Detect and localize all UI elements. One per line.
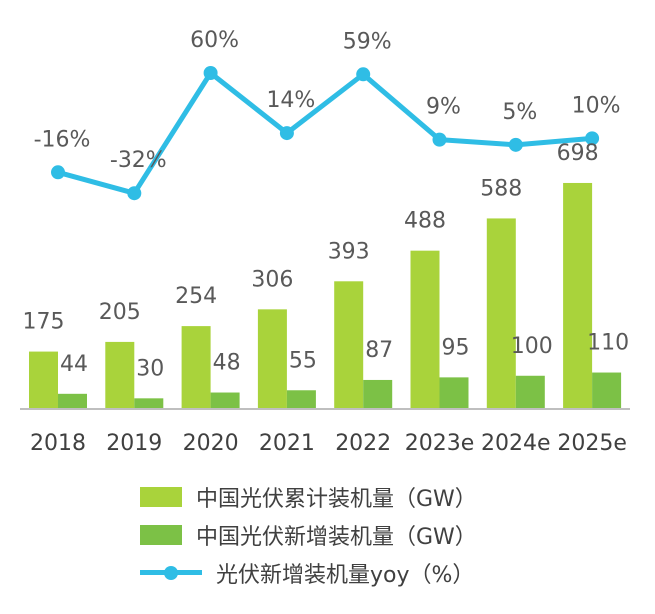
legend: 中国光伏累计装机量（GW） 中国光伏新增装机量（GW） 光伏新增装机量yoy（%… xyxy=(140,478,477,592)
yoy-point-2023e xyxy=(432,132,447,147)
bar-new-2020 xyxy=(210,392,240,408)
yoy-line xyxy=(57,70,593,196)
x-tick-2020: 2020 xyxy=(183,431,239,456)
label-yoy-2019: -32% xyxy=(110,148,167,173)
x-tick-2022: 2022 xyxy=(335,431,391,456)
bar-cumulative-2023e xyxy=(410,250,440,408)
bar-new-2024e xyxy=(515,375,545,408)
legend-key-yoy xyxy=(140,563,202,583)
bars-layer xyxy=(29,182,622,408)
legend-item-cumulative: 中国光伏累计装机量（GW） xyxy=(140,478,477,516)
x-tick-2023e: 2023e xyxy=(405,431,475,456)
legend-item-new: 中国光伏新增装机量（GW） xyxy=(140,516,477,554)
yoy-point-2020 xyxy=(203,66,218,80)
label-new-2020: 48 xyxy=(213,351,241,376)
legend-key-cumulative xyxy=(140,487,182,507)
legend-label-yoy: 光伏新增装机量yoy（%） xyxy=(216,563,475,588)
bar-new-2022 xyxy=(363,379,393,408)
label-new-2023e: 95 xyxy=(442,335,470,360)
yoy-point-2022 xyxy=(356,67,371,82)
label-cumulative-2018: 175 xyxy=(23,310,65,335)
label-new-2022: 87 xyxy=(365,338,393,363)
labels-layer: 175 44 -16% 2018 205 30 -32% 2019 254 48 60% 2020 30… xyxy=(23,28,630,456)
label-cumulative-2019: 205 xyxy=(99,300,141,325)
bar-new-2025e xyxy=(592,372,622,408)
yoy-point-2019 xyxy=(127,186,142,201)
yoy-line-layer xyxy=(51,66,600,201)
yoy-point-2025e xyxy=(585,131,600,146)
bar-cumulative-2019 xyxy=(105,341,135,408)
bar-cumulative-2025e xyxy=(563,182,593,408)
bar-new-2018 xyxy=(58,393,87,408)
label-yoy-2022: 59% xyxy=(343,29,392,54)
label-yoy-2025e: 10% xyxy=(572,93,621,118)
label-cumulative-2023e: 488 xyxy=(404,209,446,234)
x-tick-2019: 2019 xyxy=(106,431,162,456)
label-cumulative-2021: 306 xyxy=(251,267,293,292)
label-yoy-2023e: 9% xyxy=(426,95,461,120)
legend-key-new xyxy=(140,525,182,545)
label-cumulative-2024e: 588 xyxy=(480,176,522,201)
label-yoy-2020: 60% xyxy=(190,28,239,53)
x-tick-2018: 2018 xyxy=(30,431,86,456)
x-tick-2021: 2021 xyxy=(259,431,315,456)
legend-label-cumulative: 中国光伏累计装机量（GW） xyxy=(196,487,477,512)
x-tick-2025e: 2025e xyxy=(557,431,627,456)
yoy-point-2024e xyxy=(508,137,523,152)
bar-cumulative-2021 xyxy=(257,309,287,408)
bar-cumulative-2024e xyxy=(486,218,516,408)
legend-item-yoy: 光伏新增装机量yoy（%） xyxy=(140,554,477,592)
bar-cumulative-2018 xyxy=(29,351,58,408)
bar-new-2019 xyxy=(134,398,164,408)
label-cumulative-2022: 393 xyxy=(328,239,370,264)
label-new-2024e: 100 xyxy=(511,334,553,359)
x-tick-2024e: 2024e xyxy=(481,431,551,456)
bar-new-2023e xyxy=(439,377,469,408)
yoy-point-2018 xyxy=(51,165,65,180)
label-new-2019: 30 xyxy=(136,356,164,381)
bar-cumulative-2020 xyxy=(181,326,211,408)
label-new-2025e: 110 xyxy=(587,331,629,356)
label-yoy-2018: -16% xyxy=(34,127,91,152)
label-cumulative-2020: 254 xyxy=(175,284,217,309)
yoy-point-2021 xyxy=(279,126,294,141)
legend-label-new: 中国光伏新增装机量（GW） xyxy=(196,525,477,550)
bar-new-2021 xyxy=(286,390,316,408)
label-yoy-2024e: 5% xyxy=(502,100,537,125)
label-cumulative-2025e: 698 xyxy=(557,141,599,166)
label-new-2018: 44 xyxy=(60,352,88,377)
label-yoy-2021: 14% xyxy=(266,88,315,113)
bar-cumulative-2022 xyxy=(334,281,364,408)
label-new-2021: 55 xyxy=(289,348,317,373)
